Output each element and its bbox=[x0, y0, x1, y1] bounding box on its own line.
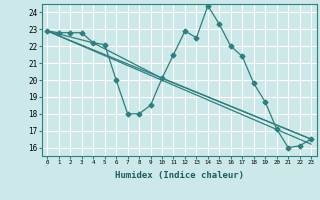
X-axis label: Humidex (Indice chaleur): Humidex (Indice chaleur) bbox=[115, 171, 244, 180]
